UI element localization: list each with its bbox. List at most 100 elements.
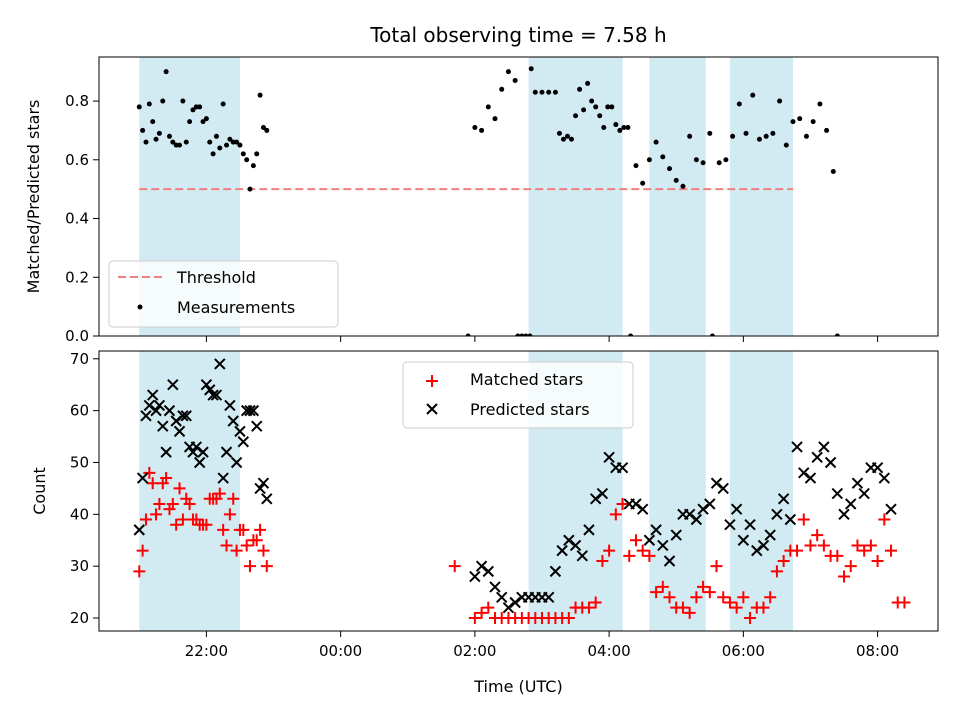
measurement-point — [556, 130, 562, 136]
top-legend: Threshold Measurements — [108, 260, 339, 328]
predicted-star-point — [230, 456, 243, 469]
matched-star-point — [562, 612, 575, 625]
predicted-star-point — [193, 456, 206, 469]
x-tick-label: 02:00 — [453, 642, 496, 660]
measurement-point — [646, 157, 652, 163]
predicted-star-point — [804, 472, 817, 484]
legend-measurement-label: Measurements — [177, 298, 295, 317]
measurement-point — [187, 119, 193, 125]
predicted-star-point — [871, 461, 884, 474]
measurement-point — [512, 77, 518, 83]
measurement-point — [810, 119, 816, 125]
predicted-star-point — [251, 420, 263, 432]
predicted-star-point — [764, 529, 776, 541]
matched-star-point — [710, 560, 723, 573]
predicted-star-point — [885, 503, 897, 515]
measurement-point — [569, 136, 575, 142]
predicted-star-point — [140, 410, 152, 422]
matched-star-point — [616, 497, 629, 510]
x-tick-label: 06:00 — [722, 642, 765, 660]
predicted-star-point — [157, 420, 169, 432]
predicted-star-point — [589, 493, 602, 505]
predicted-star-point — [210, 389, 223, 401]
predicted-star-point — [180, 410, 192, 422]
y-tick-label: 30 — [70, 557, 89, 575]
measurement-point — [183, 139, 189, 145]
matched-star-point — [730, 601, 743, 614]
predicted-star-point — [643, 534, 656, 546]
matched-star-point — [811, 529, 824, 542]
predicted-star-point — [549, 565, 562, 578]
measurement-point — [830, 169, 836, 175]
bottom-shaded-regions — [139, 351, 794, 631]
y-tick-label: 0.4 — [65, 210, 89, 228]
count-panel: 20 30 40 50 60 70 22:00 00:00 02:00 04:00 06:00 08… — [30, 350, 939, 660]
measurement-point — [200, 119, 206, 125]
measurement-point — [153, 136, 159, 142]
measurement-point — [560, 136, 566, 142]
matched-star-point — [475, 606, 488, 619]
predicted-star-point — [237, 436, 250, 448]
measurement-point — [250, 163, 256, 169]
measurement-point — [756, 136, 762, 142]
x-tick-label: 00:00 — [319, 642, 362, 660]
predicted-star-point — [187, 446, 199, 458]
matched-star-point — [717, 591, 730, 604]
matched-star-point — [150, 508, 163, 521]
predicted-star-point — [261, 493, 273, 505]
measurement-point — [190, 107, 196, 113]
matched-star-point — [133, 565, 146, 578]
predicted-star-point — [227, 415, 239, 427]
measurement-point — [653, 139, 659, 145]
matched-star-point — [223, 508, 236, 521]
matched-star-point — [723, 596, 736, 609]
measurement-point — [564, 133, 570, 139]
top-y-ticks: 0.0 0.2 0.4 0.6 0.8 — [65, 92, 99, 345]
measurement-point — [237, 142, 243, 148]
matched-star-point — [166, 497, 179, 510]
measurement-point — [716, 160, 722, 166]
matched-star-point — [885, 544, 898, 557]
predicted-star-point — [791, 441, 803, 453]
measurement-point — [834, 333, 840, 336]
matched-star-point — [603, 544, 616, 557]
measurement-point — [552, 89, 558, 95]
measurement-point — [180, 98, 186, 104]
matched-star-point — [844, 560, 857, 573]
predicted-star-point — [777, 493, 790, 505]
measurement-point — [625, 124, 631, 130]
measurement-point — [640, 180, 646, 186]
matched-star-point — [153, 497, 166, 510]
measurement-point — [472, 124, 478, 130]
predicted-star-point — [217, 472, 229, 484]
predicted-star-point — [878, 472, 891, 484]
predicted-star-point — [150, 404, 162, 417]
measurement-point — [523, 333, 529, 336]
predicted-star-point — [563, 534, 575, 546]
matched-star-point — [737, 591, 750, 604]
matched-star-point — [858, 544, 871, 557]
predicted-star-point — [475, 560, 488, 572]
predicted-star-point — [146, 389, 159, 401]
bottom-x-ticks: 22:00 00:00 02:00 04:00 06:00 08:00 — [185, 631, 899, 660]
predicted-star-point — [576, 550, 588, 562]
y-tick-label: 0.2 — [65, 268, 89, 286]
predicted-star-point — [831, 487, 844, 500]
matched-star-point — [770, 565, 783, 578]
y-tick-label: 0.6 — [65, 151, 89, 169]
matched-star-point — [183, 497, 196, 510]
measurement-point — [260, 124, 266, 130]
predicted-star-point — [657, 539, 669, 552]
measurement-point — [227, 136, 233, 142]
predicted-star-point — [603, 451, 615, 464]
matched-star-point — [240, 539, 253, 552]
predicted-star-point — [650, 524, 662, 536]
measurement-point — [203, 116, 209, 122]
predicted-star-point — [757, 539, 770, 552]
predicted-star-point — [224, 399, 236, 412]
matched-star-point — [697, 580, 710, 593]
matched-star-point — [663, 591, 676, 604]
matched-star-point — [757, 601, 770, 614]
measurement-point — [593, 104, 599, 110]
matched-star-point — [596, 555, 609, 567]
